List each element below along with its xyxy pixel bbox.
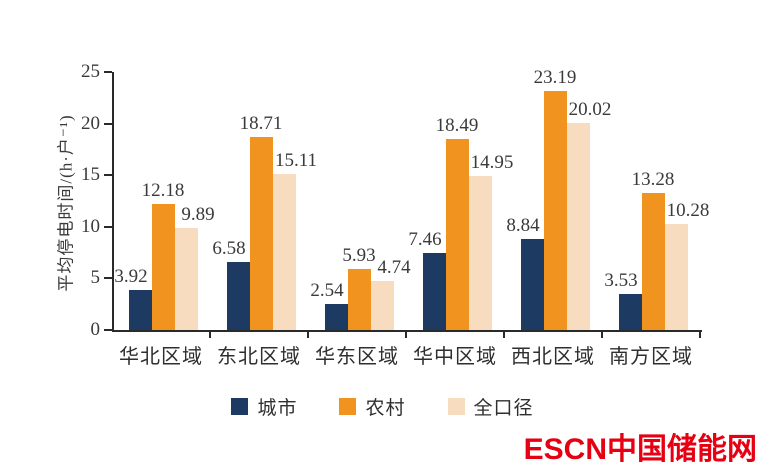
bar-value-label: 10.28: [666, 199, 710, 221]
bar: [445, 139, 469, 330]
bar: [543, 90, 567, 330]
bar: [618, 293, 642, 330]
x-tick-mark: [503, 331, 505, 338]
bar-value-label: 2.54: [310, 279, 344, 301]
x-axis-labels: 华北区域 东北区域 华东区域 华中区域 西北区域 南方区域: [112, 340, 700, 369]
y-tick-label: 25: [81, 61, 100, 82]
bar-value-label: 6.58: [212, 238, 246, 260]
bar-slot: 18.49: [436, 72, 478, 330]
bar: [226, 262, 250, 330]
bar-group: 8.84 23.19 20.02: [506, 67, 611, 330]
bar-value-label: 3.53: [604, 269, 638, 291]
x-axis-category-label: 南方区域: [609, 346, 693, 368]
y-tick-mark: [104, 122, 112, 125]
legend-swatch: [447, 398, 465, 415]
bar-slot: 9.89: [174, 72, 215, 330]
bar: [422, 253, 446, 330]
bar-group: 2.54 5.93 4.74: [310, 72, 411, 330]
bar-value-label: 13.28: [631, 168, 675, 190]
bar-value-label: 20.02: [568, 99, 612, 121]
bar-slot: 13.28: [632, 72, 674, 330]
bar: [370, 281, 394, 330]
bar-value-label: 18.71: [239, 112, 283, 134]
bar-value-label: 15.11: [274, 150, 318, 172]
legend-swatch: [339, 398, 357, 415]
legend-swatch: [231, 398, 249, 415]
bar-slot: 8.84: [506, 72, 544, 330]
x-axis-category-label: 东北区域: [217, 346, 301, 368]
bar-slot: 15.11: [272, 72, 317, 330]
y-tick-mark: [104, 277, 112, 280]
bar: [128, 289, 152, 330]
bar-slot: 3.92: [114, 72, 152, 330]
bar: [174, 227, 198, 330]
y-axis-title: 平均停电时间/(h·户⁻¹): [56, 114, 76, 292]
bar: [272, 174, 296, 330]
x-tick-mark: [699, 331, 701, 338]
bar-value-label: 23.19: [533, 66, 577, 88]
bar: [249, 136, 273, 330]
bar-slot: 12.18: [142, 72, 184, 330]
y-tick-label: 0: [90, 319, 101, 340]
bar-group: 3.92 12.18 9.89: [114, 72, 215, 330]
bar: [520, 238, 544, 330]
y-tick-label: 10: [81, 215, 100, 237]
bar-value-label: 7.46: [408, 229, 442, 251]
legend-label: 农村: [365, 398, 406, 419]
bar-group: 3.53 13.28 10.28: [604, 72, 709, 330]
y-tick-label: 20: [81, 112, 100, 134]
bar-slot: 18.71: [240, 72, 282, 330]
bar: [347, 268, 371, 330]
legend-item-1: 农村: [339, 393, 405, 420]
legend-item-0: 城市: [231, 393, 297, 420]
bar-value-label: 9.89: [181, 203, 215, 225]
bar-slot: 14.95: [468, 72, 513, 330]
x-tick-mark: [601, 331, 603, 338]
y-tick-mark: [104, 174, 112, 177]
legend-item-2: 全口径: [447, 393, 534, 420]
bar: [468, 175, 492, 330]
bar-value-label: 3.92: [114, 265, 148, 287]
y-tick-mark: [104, 329, 112, 331]
bar: [151, 204, 175, 330]
bar-value-label: 18.49: [435, 115, 479, 137]
bar: [664, 223, 688, 330]
y-tick-label: 5: [90, 267, 101, 289]
plot-area: 3.92 12.18 9.89 6.58 18.71 15.11 2.54 5.93 4.74 7…: [112, 67, 709, 332]
bar: [566, 123, 590, 330]
bar-value-label: 5.93: [342, 244, 376, 266]
x-axis-category-label: 华东区域: [315, 346, 399, 368]
y-tick-label: 15: [81, 164, 100, 186]
bar-slot: 20.02: [566, 72, 611, 330]
bar-slot: 2.54: [310, 72, 348, 330]
bar: [641, 192, 665, 330]
bar: [324, 303, 348, 330]
x-tick-mark: [209, 331, 211, 338]
bar-value-label: 4.74: [377, 257, 411, 279]
bar-slot: 5.93: [342, 72, 376, 330]
x-tick-mark: [307, 331, 309, 338]
bar-slot: 23.19: [534, 67, 576, 330]
bar-value-label: 12.18: [141, 180, 185, 202]
bar-value-label: 14.95: [470, 151, 514, 173]
bar-slot: 10.28: [664, 72, 709, 330]
legend: 城市 农村 全口径: [0, 393, 765, 420]
legend-label: 全口径: [473, 398, 534, 419]
x-tick-mark: [405, 331, 407, 338]
x-axis-category-label: 西北区域: [511, 346, 595, 368]
y-tick-mark: [104, 225, 112, 228]
x-axis-category-label: 华北区域: [119, 346, 203, 368]
bar-group: 7.46 18.49 14.95: [408, 72, 513, 330]
bar-slot: 7.46: [408, 72, 446, 330]
bar-slot: 4.74: [370, 72, 411, 330]
bar-group: 6.58 18.71 15.11: [212, 72, 317, 330]
escn-watermark-logo: ESCN中国储能网: [523, 433, 757, 466]
y-tick-mark: [104, 71, 112, 73]
legend-label: 城市: [257, 398, 298, 419]
bar-slot: 3.53: [604, 72, 642, 330]
bar-value-label: 8.84: [506, 214, 540, 236]
x-axis-category-label: 华中区域: [413, 346, 497, 368]
bar-slot: 6.58: [212, 72, 250, 330]
